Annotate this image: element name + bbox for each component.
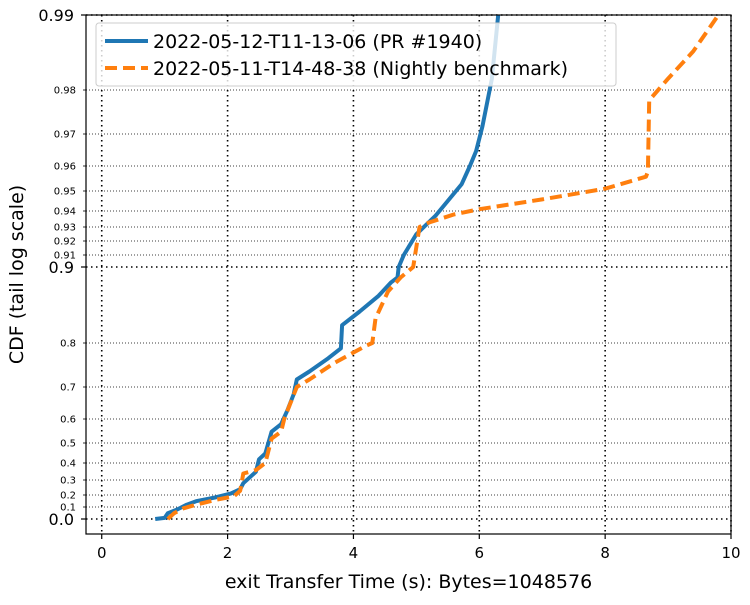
- x-tick-label: 8: [600, 544, 610, 562]
- y-minor-tick-label: 0.96: [54, 162, 76, 173]
- y-axis-label: CDF (tail log scale): [6, 185, 28, 364]
- y-minor-tick-label: 0.8: [60, 339, 76, 350]
- y-minor-tick-label: 0.5: [60, 439, 76, 450]
- y-minor-tick-label: 0.6: [60, 415, 76, 426]
- y-minor-tick-label: 0.1: [60, 503, 76, 514]
- y-minor-tick-label: 0.7: [60, 383, 76, 394]
- y-minor-tick-label: 0.93: [54, 223, 76, 234]
- y-minor-tick-label: 0.97: [54, 130, 76, 141]
- series-line-2: [166, 13, 721, 521]
- x-tick-label: 6: [475, 544, 485, 562]
- x-tick-label: 10: [721, 544, 740, 562]
- y-major-tick-label: 0.0: [49, 510, 74, 529]
- series-line-1: [154, 14, 501, 521]
- tick-layer: 0 2 4 6 8 100.10.20.30.40.50.60.70.80.910.920…: [38, 6, 740, 562]
- plot-frame: [85, 14, 732, 535]
- legend-frame: [95, 22, 617, 87]
- legend-label-2: 2022-05-11-T14-48-38 (Nightly benchmark): [153, 58, 568, 80]
- y-minor-tick-label: 0.94: [54, 207, 76, 218]
- x-tick-label: 4: [349, 544, 359, 562]
- y-minor-tick-label: 0.2: [60, 491, 76, 502]
- grid-layer: [86, 14, 732, 534]
- x-tick-label: 2: [223, 544, 233, 562]
- legend-label-1: 2022-05-12-T11-13-06 (PR #1940): [153, 31, 482, 53]
- y-major-tick-label: 0.99: [38, 6, 74, 25]
- y-major-tick-label: 0.9: [49, 258, 74, 277]
- y-minor-tick-label: 0.3: [60, 476, 76, 487]
- y-minor-tick-label: 0.98: [54, 86, 76, 97]
- x-axis-label: exit Transfer Time (s): Bytes=1048576: [225, 571, 592, 593]
- y-minor-tick-label: 0.95: [54, 187, 76, 198]
- y-minor-tick-label: 0.92: [54, 237, 76, 248]
- series-layer: [154, 13, 721, 521]
- y-minor-tick-label: 0.4: [60, 459, 76, 470]
- y-minor-tick-label: 0.91: [54, 251, 76, 262]
- x-tick-label: 0: [97, 544, 107, 562]
- chart-legend: 2022-05-12-T11-13-06 (PR #1940) 2022-05-1…: [95, 22, 617, 87]
